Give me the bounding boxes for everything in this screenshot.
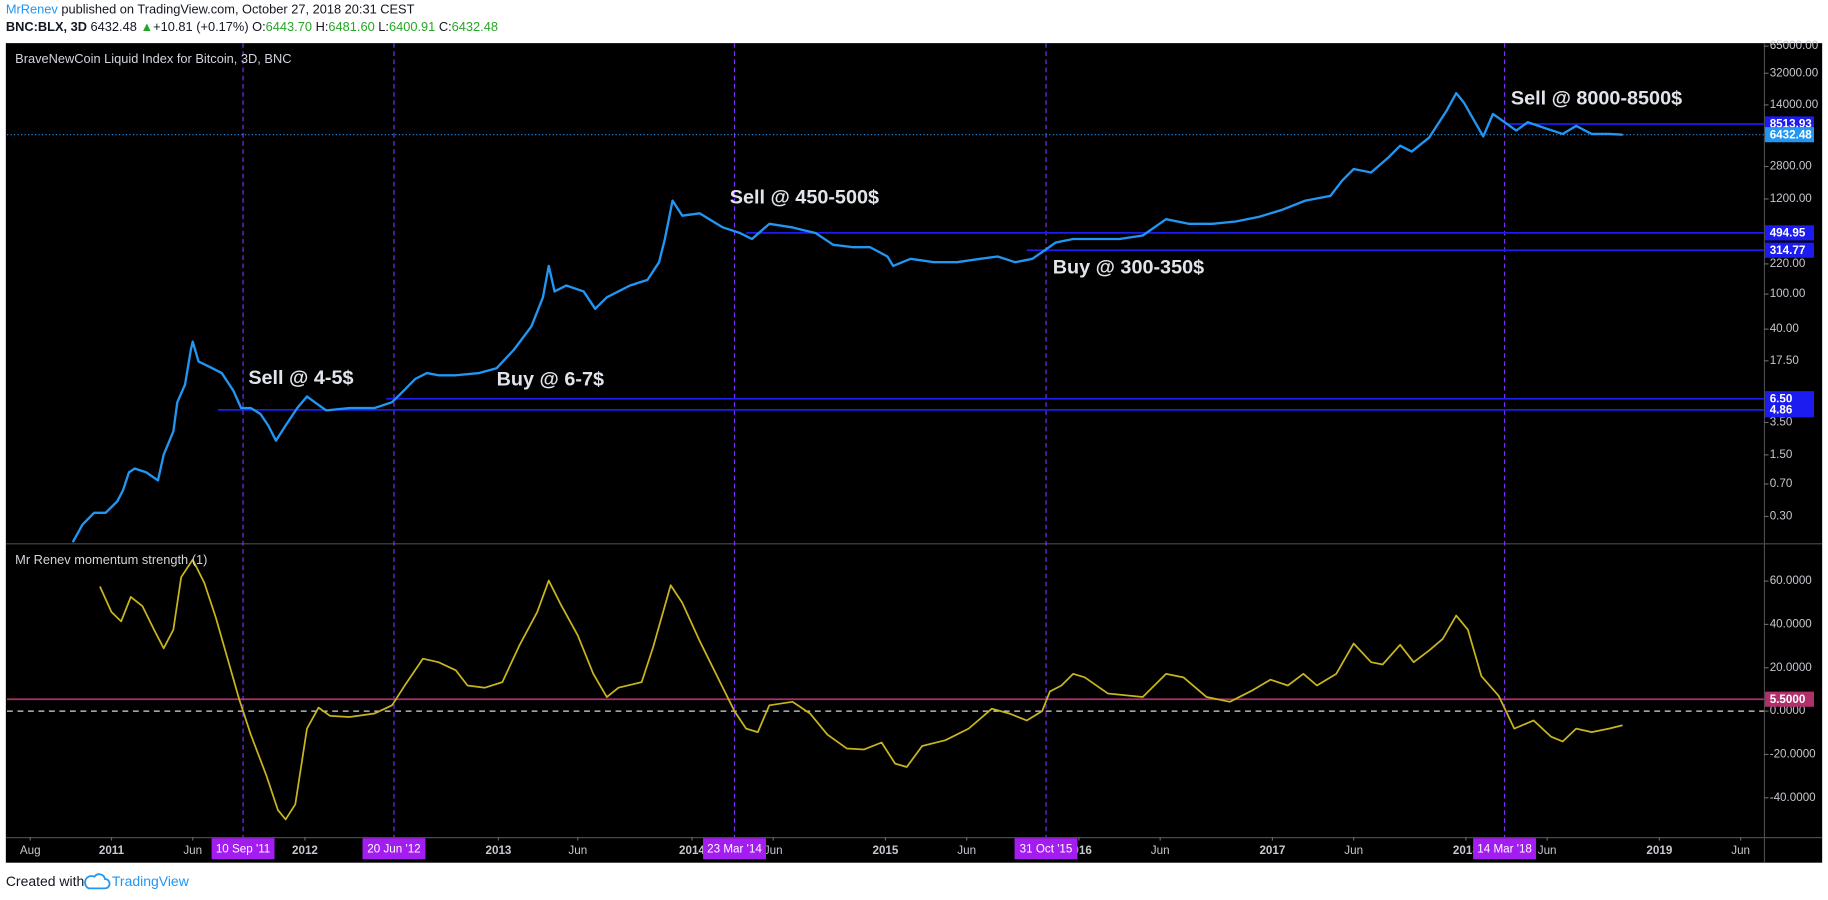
annotation: Buy @ 6-7$ bbox=[497, 368, 604, 390]
c-label: C: bbox=[439, 19, 452, 34]
price-tag bbox=[1765, 127, 1814, 143]
price-tag-label: 5.5000 bbox=[1770, 693, 1806, 706]
y-tick-label: -40.0000 bbox=[1770, 791, 1816, 804]
symbol: BNC:BLX, 3D bbox=[6, 19, 87, 34]
o-label: O: bbox=[252, 19, 266, 34]
price-tag bbox=[1765, 402, 1814, 418]
date-marker-label: 14 Mar '18 bbox=[1477, 842, 1532, 855]
x-tick-label: Jun bbox=[568, 844, 587, 857]
x-tick-label: Jun bbox=[1151, 844, 1170, 857]
footer-created: Created with bbox=[6, 873, 84, 889]
date-marker-label: 20 Jun '12 bbox=[367, 842, 420, 855]
x-tick-label: 2011 bbox=[99, 844, 125, 857]
date-marker-box bbox=[1473, 838, 1537, 860]
x-tick-label: Jun bbox=[1731, 844, 1750, 857]
price-tag-label: 6.50 bbox=[1770, 392, 1793, 405]
x-tick-label: 2015 bbox=[872, 844, 898, 857]
x-tick-label: 2017 bbox=[1259, 844, 1285, 857]
y-tick-label: 60.0000 bbox=[1770, 574, 1813, 587]
h-label: H: bbox=[316, 19, 329, 34]
date-marker-label: 31 Oct '15 bbox=[1020, 842, 1073, 855]
chart-layer: 0.30 0.70 1.50 3.50 17.50 40.00 100.00 220.00 12… bbox=[7, 39, 1819, 860]
x-tick-label: 2013 bbox=[486, 844, 512, 857]
oscillator-pane-title: Mr Renev momentum strength (1) bbox=[15, 552, 207, 567]
annotation: Sell @ 4-5$ bbox=[248, 367, 353, 389]
y-tick-label: 40.00 bbox=[1770, 322, 1800, 335]
y-tick-label: -20.0000 bbox=[1770, 748, 1816, 761]
high: 6481.60 bbox=[328, 19, 374, 34]
date-marker-box bbox=[1014, 838, 1078, 860]
y-tick-label: 14000.00 bbox=[1770, 98, 1819, 111]
chart-background bbox=[5, 43, 1823, 863]
open: 6443.70 bbox=[266, 19, 312, 34]
x-tick-label: Aug bbox=[20, 844, 41, 857]
date-marker-box bbox=[703, 838, 766, 860]
x-tick-label: 2014 bbox=[679, 844, 705, 857]
y-tick-label: 1200.00 bbox=[1770, 192, 1813, 205]
date-marker-label: 23 Mar '14 bbox=[707, 842, 762, 855]
annotation: Buy @ 300-350$ bbox=[1053, 256, 1204, 278]
price-tag-label: 494.95 bbox=[1770, 227, 1806, 240]
y-tick-label: 20.0000 bbox=[1770, 661, 1813, 674]
arrow: ▲ bbox=[140, 19, 153, 34]
close: 6432.48 bbox=[452, 19, 498, 34]
annotation: Sell @ 8000-8500$ bbox=[1511, 87, 1682, 109]
date-marker-box bbox=[362, 838, 426, 860]
price-tag-label: 314.77 bbox=[1770, 244, 1806, 257]
y-tick-label: 0.70 bbox=[1770, 477, 1793, 490]
y-tick-label: 220.00 bbox=[1770, 257, 1806, 270]
price-tag bbox=[1765, 242, 1814, 258]
tradingview-icon bbox=[84, 873, 111, 890]
price-tag bbox=[1765, 225, 1814, 241]
x-tick-label: 2019 bbox=[1646, 844, 1672, 857]
low: 6400.91 bbox=[389, 19, 435, 34]
x-tick-label: Jun bbox=[183, 844, 202, 857]
x-tick-label: Jun bbox=[1538, 844, 1557, 857]
y-tick-label: 65000.00 bbox=[1770, 39, 1819, 52]
series-line bbox=[99, 558, 1623, 821]
y-tick-label: 0.30 bbox=[1770, 510, 1793, 523]
y-tick-label: 0.0000 bbox=[1770, 704, 1806, 717]
date-marker-box bbox=[211, 838, 275, 860]
author[interactable]: MrRenev bbox=[6, 2, 59, 17]
y-tick-label: 3.50 bbox=[1770, 416, 1793, 429]
y-tick-label: 1.50 bbox=[1770, 448, 1793, 461]
y-tick-label: 2800.00 bbox=[1770, 160, 1813, 173]
y-tick-label: 100.00 bbox=[1770, 287, 1806, 300]
price-tag bbox=[1765, 691, 1814, 707]
x-tick-label: 2018 bbox=[1453, 844, 1479, 857]
x-tick-label: 2012 bbox=[292, 844, 318, 857]
y-tick-label: 40.0000 bbox=[1770, 617, 1813, 630]
x-tick-label: Jun bbox=[764, 844, 783, 857]
l-label: L: bbox=[378, 19, 389, 34]
y-tick-label: 17.50 bbox=[1770, 354, 1800, 367]
last: 6432.48 bbox=[91, 19, 137, 34]
annotation: Sell @ 450-500$ bbox=[730, 186, 879, 208]
header-line-2: BNC:BLX, 3D 6432.48 ▲+10.81 (+0.17%) O:6… bbox=[6, 19, 498, 34]
y-tick-label: 32000.00 bbox=[1770, 66, 1819, 79]
series-line bbox=[71, 91, 1623, 543]
date-marker-label: 10 Sep '11 bbox=[216, 842, 270, 855]
price-tag-label: 6432.48 bbox=[1770, 128, 1813, 141]
footer-brand[interactable]: TradingView bbox=[112, 873, 190, 889]
published: published on TradingView.com, October 27… bbox=[61, 2, 414, 17]
header-line-1: MrRenev published on TradingView.com, Oc… bbox=[6, 2, 415, 17]
x-tick-label: Jun bbox=[957, 844, 976, 857]
change: +10.81 (+0.17%) bbox=[153, 19, 248, 34]
x-tick-label: Jun bbox=[1344, 844, 1363, 857]
price-tag-label: 4.86 bbox=[1770, 404, 1793, 417]
price-pane-title: BraveNewCoin Liquid Index for Bitcoin, 3… bbox=[15, 51, 291, 66]
